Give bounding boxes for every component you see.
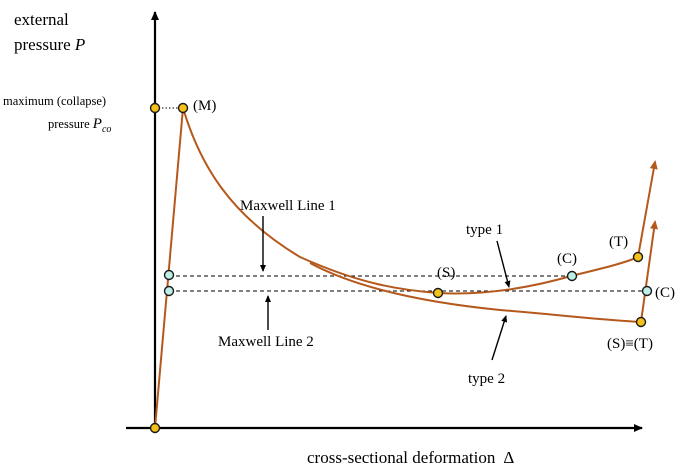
type-1-pointer xyxy=(496,240,511,288)
post-buckling-branch xyxy=(182,107,439,294)
maxwell-2-left-point xyxy=(163,285,175,297)
point-C1-label: (C) xyxy=(557,251,577,267)
point-C2-label: (C) xyxy=(655,285,675,301)
origin-point xyxy=(149,422,161,434)
type-2-label: type 2 xyxy=(468,371,505,387)
collapse-pressure-label-line2: pressure Pco xyxy=(48,116,111,135)
collapse-pressure-label-line1: maximum (collapse) xyxy=(3,94,106,108)
point-M-label: (M) xyxy=(193,98,216,114)
type-1-label: type 1 xyxy=(466,222,503,238)
maxwell-line-1-label: Maxwell Line 1 xyxy=(240,198,336,214)
maxwell-line-2-label: Maxwell Line 2 xyxy=(218,334,314,350)
type-2-pointer xyxy=(491,315,508,361)
point-C2 xyxy=(641,285,653,297)
point-ST-label: (S)≡(T) xyxy=(607,336,653,352)
point-ST xyxy=(635,316,647,328)
point-S-label: (S) xyxy=(437,265,455,281)
point-T xyxy=(632,251,644,263)
maxwell-1-left-point xyxy=(163,269,175,281)
point-M xyxy=(177,102,189,114)
collapse-pressure-point xyxy=(149,102,161,114)
y-axis-label-line2: pressure P xyxy=(14,35,85,54)
point-S xyxy=(432,287,444,299)
point-T-label: (T) xyxy=(609,234,628,250)
x-axis-label: cross-sectional deformation Δ xyxy=(307,448,514,467)
point-C1 xyxy=(566,270,578,282)
type-2-curve xyxy=(309,220,658,324)
y-axis-label-line1: external xyxy=(14,10,69,29)
loading-branch xyxy=(154,107,184,429)
